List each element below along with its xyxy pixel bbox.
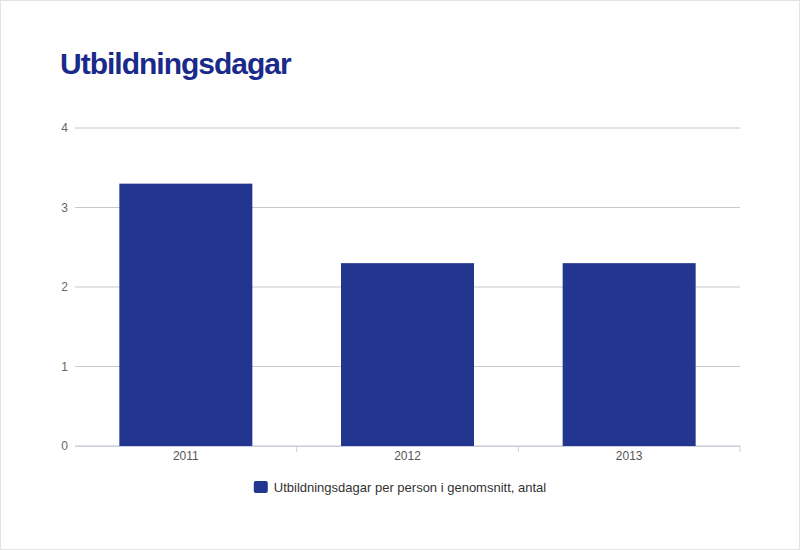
y-tick-label: 1 xyxy=(61,360,68,374)
y-tick-label: 4 xyxy=(61,121,68,135)
x-tick xyxy=(296,446,297,452)
grid-line xyxy=(75,128,740,129)
title: Utbildningsdagar xyxy=(60,47,292,80)
y-tick-label: 2 xyxy=(61,280,68,294)
x-tick xyxy=(740,446,741,452)
x-tick-label: 2012 xyxy=(394,449,421,463)
x-tick-label: 2013 xyxy=(616,449,643,463)
legend-label: Utbildningsdagar per person i genomsnitt… xyxy=(274,480,547,495)
x-axis xyxy=(75,446,740,447)
legend-swatch xyxy=(254,481,268,493)
x-tick-label: 2011 xyxy=(173,449,199,463)
y-tick-label: 0 xyxy=(61,439,68,453)
frame xyxy=(1,1,800,550)
bar xyxy=(563,263,696,446)
legend: Utbildningsdagar per person i genomsnitt… xyxy=(254,480,547,495)
bar xyxy=(119,184,252,446)
bar xyxy=(341,263,474,446)
y-tick-label: 3 xyxy=(61,201,68,215)
bars xyxy=(119,184,695,446)
x-tick xyxy=(518,446,519,452)
chart: Utbildningsdagar 0 1 2 3 4 2011 2012 2013 Utbildn… xyxy=(0,0,800,550)
